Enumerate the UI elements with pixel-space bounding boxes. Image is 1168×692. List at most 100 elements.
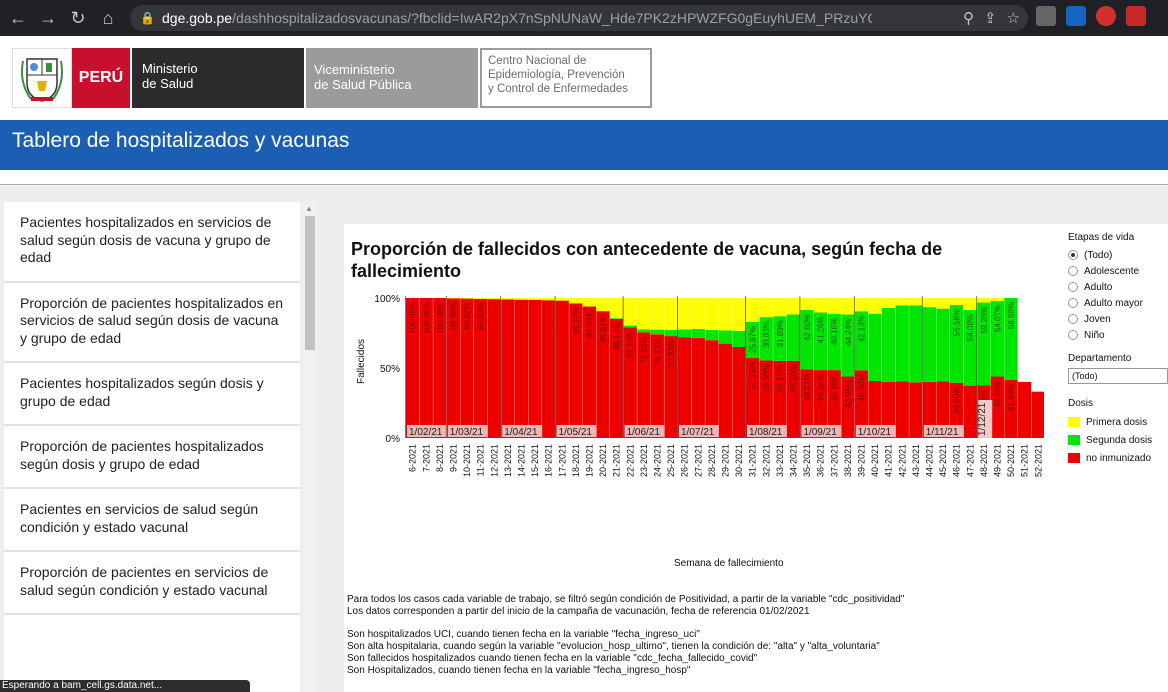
data-label: 25.87%	[749, 326, 758, 353]
bar-segment	[406, 298, 420, 438]
site-header: PERÚ Ministerio de Salud Viceministerio …	[0, 36, 1168, 120]
radio-joven[interactable]: Joven	[1068, 311, 1168, 327]
extension-flipboard-icon[interactable]	[1126, 6, 1146, 26]
radio-icon[interactable]	[1068, 298, 1078, 308]
bar-segment	[623, 325, 637, 328]
legend-item-segunda[interactable]: Segunda dosis	[1068, 431, 1168, 449]
legend-item-primera[interactable]: Primera dosis	[1068, 413, 1168, 431]
bar-segment	[691, 328, 705, 338]
note-line: Son Hospitalizados, cuando tienen fecha …	[347, 664, 691, 676]
note-line: Los datos corresponden a partir del inic…	[347, 605, 810, 617]
radio-adulto[interactable]: Adulto	[1068, 279, 1168, 295]
stacked-bar-chart[interactable]: 100% 50% 0% 6-2021 100.00% 7-2021 100.00% 8-202…	[344, 224, 1044, 524]
bar-segment	[800, 298, 814, 310]
radio-icon[interactable]	[1068, 266, 1078, 276]
radio-selected-icon[interactable]	[1068, 250, 1078, 260]
bar-segment	[664, 329, 678, 337]
bar-segment	[882, 307, 896, 382]
scrollbar-thumb[interactable]	[305, 216, 315, 350]
data-label: 48.50%	[817, 374, 826, 401]
sidebar-item-prop-hosp-dosis[interactable]: Proporción de pacientes hospitalizados s…	[4, 426, 300, 489]
radio-label: Niño	[1084, 329, 1105, 341]
extension-shield-icon[interactable]	[1096, 6, 1116, 26]
radio-icon[interactable]	[1068, 330, 1078, 340]
bar-segment	[474, 298, 488, 299]
bar-segment	[922, 298, 937, 308]
data-label: 57.15%	[749, 362, 758, 389]
sidebar-item-prop-condicion[interactable]: Proporción de pacientes en servicios de …	[4, 552, 300, 615]
bar-segment	[895, 305, 909, 382]
radio-icon[interactable]	[1068, 282, 1078, 292]
sidebar-scrollbar[interactable]: ▲	[302, 202, 316, 692]
bar-segment	[854, 298, 869, 312]
x-tick-label: 9-2021	[448, 444, 458, 472]
forward-icon[interactable]: →	[39, 8, 57, 28]
bar-segment	[759, 298, 773, 318]
bar-segment	[596, 298, 610, 312]
notes-block: Para todos los casos cada variable de tr…	[347, 594, 904, 677]
bar-segment	[963, 298, 977, 310]
bar-segment	[827, 370, 841, 438]
radio-adolescente[interactable]: Adolescente	[1068, 263, 1168, 279]
bar-segment	[487, 298, 501, 300]
radio-nino[interactable]: Niño	[1068, 327, 1168, 343]
back-icon[interactable]: ←	[9, 8, 27, 28]
bar-segment	[950, 304, 964, 383]
dosis-title: Dosis	[1068, 398, 1094, 409]
bar-segment	[542, 298, 556, 301]
chart-title: Proporción de fallecidos con antecedente…	[351, 239, 943, 281]
zoom-icon[interactable]: ⚲	[962, 10, 974, 27]
data-label: 58.59%	[1007, 302, 1016, 329]
bar-segment	[718, 343, 733, 438]
bar-segment	[854, 311, 869, 371]
bar-segment	[718, 330, 733, 344]
ministry-line1: Ministerio	[142, 61, 198, 76]
month-label: 1/03/21	[450, 427, 484, 438]
legend-item-no-inmunizado[interactable]: no inmunizado	[1068, 449, 1168, 467]
month-label: 1/02/21	[409, 427, 443, 438]
legend-swatch	[1068, 417, 1080, 427]
radio-adulto-mayor[interactable]: Adulto mayor	[1068, 295, 1168, 311]
radio-todo[interactable]: (Todo)	[1068, 247, 1168, 263]
data-label: 40.16%	[830, 318, 839, 345]
sidebar-item-hosp-dosis[interactable]: Pacientes hospitalizados según dosis y g…	[4, 363, 300, 426]
sidebar-item-condicion[interactable]: Pacientes en servicios de salud según co…	[4, 489, 300, 552]
data-label: 79.10%	[626, 331, 635, 358]
bookmark-star-icon[interactable]: ☆	[1006, 10, 1020, 27]
ministry-line2: de Salud	[142, 76, 194, 91]
legend-swatch	[1068, 453, 1080, 463]
cdc-line3: y Control de Enfermedades	[488, 83, 628, 95]
address-bar[interactable]: 🔒 dge.gob.pe /dashhospitalizadosvacunas/…	[130, 5, 1028, 31]
reload-icon[interactable]: ↻	[70, 8, 86, 28]
x-tick-label: 24-2021	[652, 444, 662, 477]
month-label-bg	[407, 425, 447, 437]
bar-segment	[759, 317, 773, 361]
bar-segment	[882, 298, 896, 308]
x-tick-label: 35-2021	[802, 444, 812, 477]
bar-segment	[678, 329, 692, 338]
extension-new-icon[interactable]	[1066, 6, 1086, 26]
scroll-up-icon[interactable]: ▲	[305, 204, 313, 213]
bar-segment	[705, 329, 719, 341]
extension-icon[interactable]	[1036, 6, 1056, 26]
bar-segment	[542, 300, 556, 438]
home-icon[interactable]: ⌂	[102, 8, 114, 28]
url-path: /dashhospitalizadosvacunas/?fbclid=IwAR2…	[232, 10, 872, 26]
note-line: Son alta hospitalaria, cuando según la v…	[347, 641, 880, 653]
y-tick-label: 100%	[374, 294, 400, 305]
departamento-select[interactable]: (Todo)	[1068, 368, 1168, 384]
bar-segment	[759, 360, 773, 438]
bar-segment	[827, 298, 841, 314]
x-tick-label: 12-2021	[489, 444, 499, 477]
x-tick-label: 45-2021	[938, 444, 948, 477]
sidebar-item-prop-hosp-dosis-edad[interactable]: Proporción de pacientes hospitalizados e…	[4, 283, 300, 363]
status-bar: Esperando a bam_cell.gs.data.net...	[0, 680, 250, 692]
share-icon[interactable]: ⇪	[983, 10, 997, 27]
sidebar-item-hosp-dosis-edad[interactable]: Pacientes hospitalizados en servicios de…	[4, 202, 300, 283]
legend-label: no inmunizado	[1086, 452, 1152, 464]
radio-icon[interactable]	[1068, 314, 1078, 324]
bar-segment	[773, 316, 787, 361]
x-tick-label: 6-2021	[408, 444, 418, 472]
bar-segment	[773, 298, 787, 317]
x-tick-label: 30-2021	[734, 444, 744, 477]
